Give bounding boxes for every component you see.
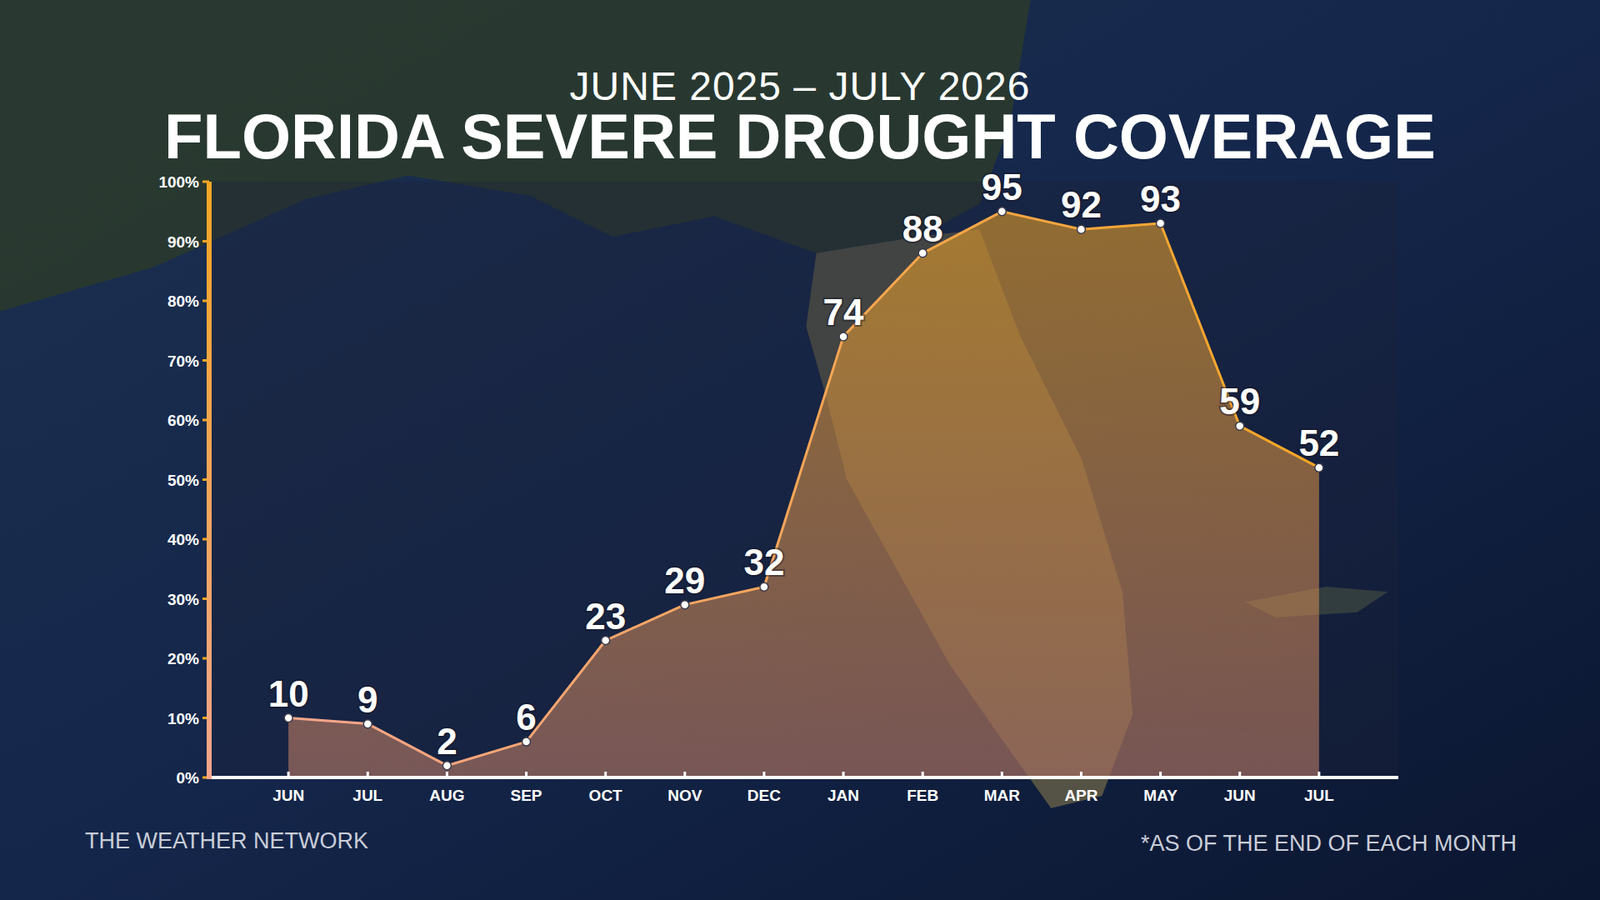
data-label: 6 [515,696,536,738]
y-axis [206,181,212,780]
data-label: 93 [1140,178,1181,220]
y-tick-label: 80% [167,292,200,310]
marker [997,207,1006,216]
x-tick-label: NOV [667,786,703,805]
data-label: 10 [268,673,310,715]
y-tick-label: 10% [167,710,200,728]
data-label: 59 [1219,380,1260,422]
x-axis [209,775,1399,780]
x-tick [525,771,528,778]
x-tick [445,771,449,778]
marker [1315,463,1324,472]
data-label: 95 [981,166,1023,208]
chart: JUNE 2025 – JULY 2026FLORIDA SEVERE DROU… [0,0,1600,900]
marker [918,249,927,258]
marker [839,332,848,341]
data-label: 29 [664,560,705,601]
data-label: 52 [1298,422,1340,464]
data-label: 9 [357,679,378,720]
x-tick [1000,771,1004,778]
x-tick-label: JUN [1224,786,1256,805]
x-tick [921,771,925,778]
x-tick [1080,771,1083,778]
plot-area [209,181,1399,778]
data-label: 23 [585,595,626,637]
marker [760,582,769,591]
x-tick-label: MAY [1143,786,1178,805]
y-tick-label: 90% [167,233,200,251]
marker [601,636,610,645]
marker [363,720,372,729]
marker [1156,219,1165,228]
marker [680,600,690,610]
x-tick [604,771,607,778]
y-tick-label: 30% [167,590,200,609]
x-tick-label: SEP [510,786,543,805]
x-tick-label: DEC [747,786,781,805]
data-group [284,207,1324,778]
x-tick [366,771,370,778]
title: FLORIDA SEVERE DROUGHT COVERAGE [164,100,1436,172]
x-tick [762,771,765,778]
x-tick-label: JUL [352,786,383,805]
x-tick [842,771,845,778]
y-tick-label: 100% [158,173,200,191]
data-label: 32 [743,541,785,583]
x-tick [1317,771,1320,778]
x-tick [683,771,686,778]
x-tick-label: FEB [906,786,939,805]
marker [284,714,293,723]
y-tick-label: 50% [167,471,200,490]
x-tick-label: OCT [589,786,624,805]
line [288,211,1320,766]
marker [1076,225,1085,234]
x-tick [287,771,290,778]
y-tick-label: 70% [167,352,200,370]
x-tick-label: JUN [272,786,305,805]
x-tick [1238,771,1241,778]
marker [1235,421,1245,430]
x-tick-label: MAR [984,786,1021,805]
y-tick-label: 0% [176,769,200,787]
x-tick-label: JUL [1304,786,1335,805]
x-tick-label: JAN [827,786,860,805]
x-tick-label: AUG [429,786,465,805]
background [0,0,1600,900]
data-label: 92 [1060,184,1102,225]
y-tick-label: 40% [167,530,200,549]
marker [442,761,451,770]
y-tick-label: 20% [167,650,200,668]
data-label: 2 [436,720,457,762]
source: THE WEATHER NETWORK [85,828,369,854]
y-tick-label: 60% [167,411,200,430]
data-label: 74 [823,291,865,333]
x-tick [1159,771,1162,778]
x-tick-label: APR [1064,786,1098,805]
marker [522,737,531,746]
area [288,211,1320,778]
data-label: 88 [902,208,944,250]
note: *AS OF THE END OF EACH MONTH [1140,830,1517,856]
